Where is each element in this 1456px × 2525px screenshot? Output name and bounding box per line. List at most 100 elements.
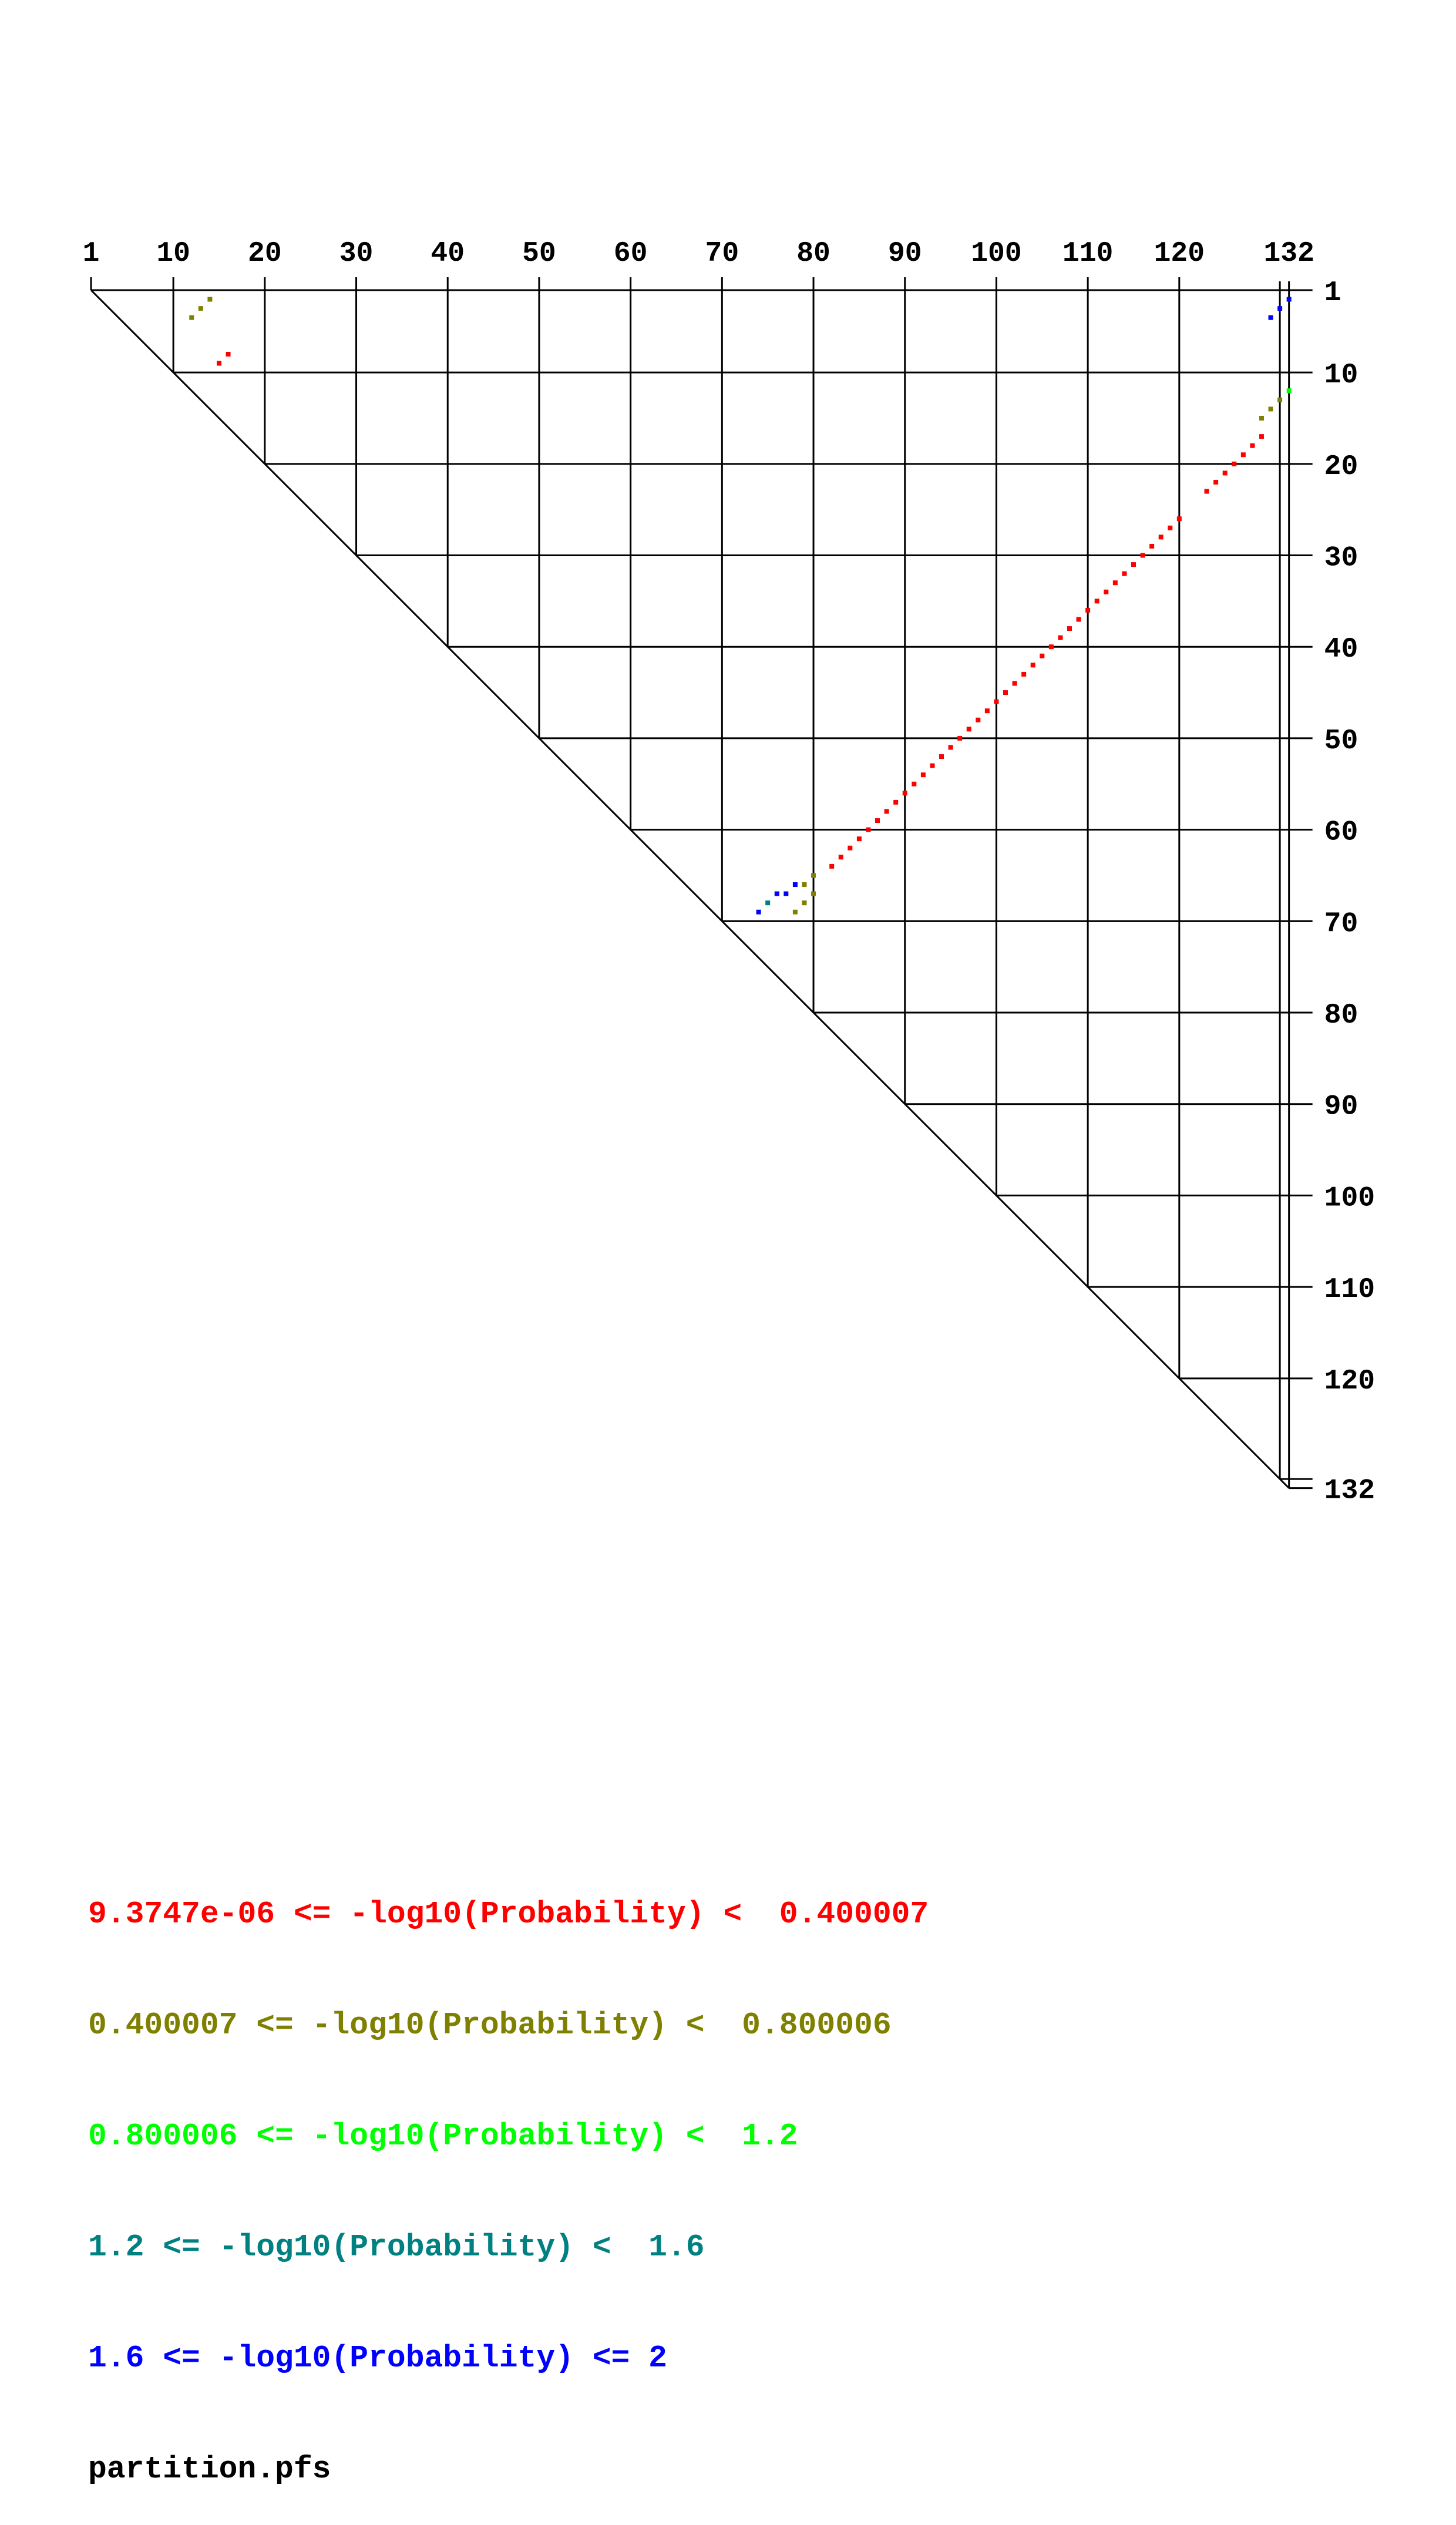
pair-dot	[784, 891, 789, 896]
pair-dot	[848, 845, 853, 850]
pair-dot	[976, 717, 981, 722]
right-tick-label: 1	[1324, 277, 1341, 309]
legend-entry-0: 9.3747e-06 <= -log10(Probability) < 0.40…	[88, 1897, 929, 1932]
right-tick-label: 20	[1324, 451, 1359, 483]
pair-dot	[1122, 571, 1127, 576]
pair-dots	[189, 297, 1292, 914]
pair-dot	[1094, 599, 1099, 604]
pair-dot	[1259, 434, 1264, 439]
pair-dot	[957, 735, 963, 741]
pair-dot	[1030, 663, 1035, 668]
right-tick-label: 10	[1324, 359, 1359, 391]
pair-dot	[198, 306, 203, 311]
pair-dot	[1204, 489, 1209, 494]
pair-dot	[1232, 461, 1237, 466]
right-tick-label: 50	[1324, 725, 1359, 757]
pair-dot	[1240, 452, 1246, 458]
right-tick-label: 70	[1324, 908, 1359, 940]
pair-dot	[1085, 607, 1091, 613]
pair-dot	[1222, 470, 1228, 476]
right-tick-label: 120	[1324, 1366, 1375, 1397]
pair-dot	[1213, 479, 1219, 485]
pair-dot	[792, 909, 798, 914]
pair-dot	[1021, 671, 1027, 677]
pair-dot	[1149, 543, 1155, 549]
pair-dot	[216, 361, 221, 366]
pair-dot	[866, 827, 871, 832]
pair-dot	[829, 863, 835, 869]
pair-dot	[1140, 553, 1145, 558]
pair-dot	[838, 855, 843, 860]
pair-dot	[765, 900, 771, 906]
top-tick-label: 20	[248, 238, 282, 270]
right-tick-label: 30	[1324, 543, 1359, 574]
right-tick-label: 132	[1324, 1475, 1375, 1507]
pair-dot	[1277, 306, 1283, 311]
right-tick-label: 60	[1324, 817, 1359, 849]
top-tick-label: 90	[888, 238, 922, 270]
pair-dot	[1286, 388, 1292, 394]
legend-entry-1: 0.400007 <= -log10(Probability) < 0.8000…	[88, 2008, 892, 2043]
top-tick-label: 40	[431, 238, 465, 270]
pair-dot	[1104, 589, 1109, 594]
pair-dot	[226, 351, 231, 357]
pair-dot	[948, 745, 953, 750]
pair-dot	[1176, 516, 1182, 522]
pair-dot	[1076, 617, 1081, 622]
top-tick-label: 60	[614, 238, 648, 270]
pair-dot	[1131, 562, 1136, 567]
right-tick-label: 40	[1324, 634, 1359, 665]
pair-dot	[930, 763, 935, 768]
pair-dot	[1268, 315, 1273, 320]
dot-plot: 1 10 20 30 40 50 60 70 80 90 100 110 120 132 11020304…	[83, 238, 1375, 1507]
legend-entry-4: 1.6 <= -log10(Probability) <= 2	[88, 2341, 667, 2376]
pair-dot	[1058, 635, 1063, 640]
pair-dot	[1277, 397, 1283, 402]
top-tick-label: 80	[796, 238, 830, 270]
pair-dot	[774, 891, 779, 896]
pair-dot	[939, 754, 944, 759]
pair-dot	[1259, 415, 1264, 421]
pair-dot	[1040, 653, 1045, 658]
top-tick-label: 30	[339, 238, 374, 270]
top-axis-ticks: 1 10 20 30 40 50 60 70 80 90 100 110 120 132	[83, 238, 1314, 270]
pair-dot	[920, 772, 926, 778]
pair-dot	[1250, 443, 1255, 448]
pair-dot	[994, 699, 999, 704]
pair-dot	[1012, 681, 1017, 686]
pair-dot	[1067, 626, 1072, 631]
top-tick-label: 50	[522, 238, 556, 270]
pair-dot	[1158, 534, 1164, 540]
top-tick-label: 120	[1154, 238, 1205, 270]
pair-dot	[984, 708, 990, 714]
top-tick-label: 10	[156, 238, 190, 270]
right-tick-label: 110	[1324, 1274, 1375, 1306]
pair-dot	[875, 818, 880, 823]
diagonal	[90, 289, 1290, 1489]
top-tick-label: 100	[971, 238, 1021, 270]
legend-entry-3: 1.2 <= -log10(Probability) < 1.6	[88, 2230, 705, 2265]
pair-dot	[902, 791, 907, 796]
pair-dot	[802, 900, 807, 906]
pair-dot	[802, 882, 807, 887]
right-tick-label: 90	[1324, 1091, 1359, 1123]
pair-dot	[893, 799, 899, 805]
pair-dot	[966, 727, 971, 732]
grid-lines	[90, 277, 1313, 1490]
legend: 9.3747e-06 <= -log10(Probability) < 0.40…	[88, 1822, 929, 2525]
top-tick-label: 70	[705, 238, 739, 270]
top-tick-label: 132	[1263, 238, 1314, 270]
pair-dot	[1268, 406, 1273, 412]
pair-dot	[1048, 644, 1054, 650]
top-tick-label: 1	[83, 238, 100, 270]
pair-dot	[792, 882, 798, 887]
pair-dot	[1003, 690, 1008, 695]
right-tick-label: 100	[1324, 1182, 1375, 1214]
pair-dot	[811, 873, 816, 878]
pair-dot	[912, 781, 917, 786]
top-tick-label: 110	[1062, 238, 1113, 270]
pair-dot	[756, 909, 761, 914]
right-tick-label: 80	[1324, 1000, 1359, 1031]
pair-dot	[1286, 297, 1292, 302]
